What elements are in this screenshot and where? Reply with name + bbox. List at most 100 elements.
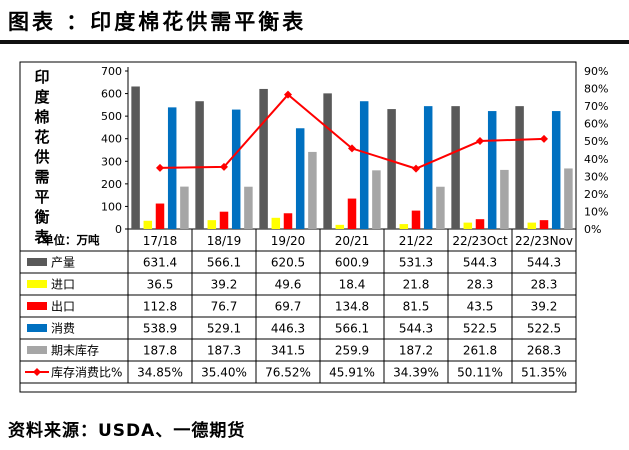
bar-消费-22/23Oct bbox=[487, 111, 497, 229]
cell-产量-18/19: 566.1 bbox=[207, 256, 241, 270]
cell-期末库存-17/18: 187.8 bbox=[143, 344, 177, 358]
cell-出口-18/19: 76.7 bbox=[211, 300, 238, 314]
y-axis-title-char: 度 bbox=[34, 88, 50, 106]
cell-出口-22/23Oct: 43.5 bbox=[467, 300, 494, 314]
cell-期末库存-18/19: 187.3 bbox=[207, 344, 241, 358]
data-table: 单位：万吨 17/18 18/19 19/20 20/21 21/22 22/23Oct 22… bbox=[20, 229, 577, 384]
legend-swatch-产量 bbox=[27, 258, 47, 266]
bar-消费-22/23Nov bbox=[551, 111, 561, 229]
bar-进口-20/21 bbox=[335, 224, 345, 229]
bar-产量-19/20 bbox=[259, 88, 268, 230]
ratio-line bbox=[159, 93, 545, 170]
bar-进口-22/23Nov bbox=[527, 222, 537, 229]
y2-tick-label: 20% bbox=[584, 188, 608, 201]
cell-期末库存-22/23Nov: 268.3 bbox=[527, 344, 561, 358]
y-tick-label: 0 bbox=[115, 223, 122, 236]
bar-出口-19/20 bbox=[283, 213, 293, 229]
y-tick-label: 500 bbox=[101, 110, 122, 123]
ratio-point-20/21 bbox=[348, 144, 356, 153]
y2-tick-label: 0% bbox=[584, 223, 601, 236]
cell-消费-19/20: 446.3 bbox=[271, 322, 305, 336]
bar-进口-21/22 bbox=[399, 224, 409, 229]
cell-期末库存-21/22: 187.2 bbox=[399, 344, 433, 358]
axis-ticks: 0 100 200 300 400 500 600 700 0% 10% 20% 30% 40% 50% 6… bbox=[101, 65, 608, 236]
ratio-point-18/19 bbox=[220, 162, 228, 171]
y-tick-label: 700 bbox=[101, 65, 122, 78]
cell-库存消费比%-22/23Nov: 51.35% bbox=[521, 366, 567, 380]
y2-tick-label: 50% bbox=[584, 135, 608, 148]
ratio-point-21/22 bbox=[412, 164, 420, 173]
page-title: 图表 ：印度棉花供需平衡表 bbox=[8, 10, 307, 34]
y2-tick-label: 80% bbox=[584, 83, 608, 96]
bar-消费-21/22 bbox=[423, 106, 433, 229]
cell-产量-22/23Oct: 544.3 bbox=[463, 256, 497, 270]
bar-产量-21/22 bbox=[387, 109, 396, 229]
legend-label-出口: 出口 bbox=[51, 300, 75, 314]
legend-label-消费: 消费 bbox=[51, 322, 75, 336]
cell-出口-20/21: 134.8 bbox=[335, 300, 369, 314]
cell-产量-20/21: 600.9 bbox=[335, 256, 369, 270]
y-tick-label: 300 bbox=[101, 155, 122, 168]
y2-tick-label: 70% bbox=[584, 100, 608, 113]
bar-进口-18/19 bbox=[207, 220, 217, 229]
ratio-point-17/18 bbox=[156, 163, 164, 172]
bar-出口-22/23Nov bbox=[539, 220, 549, 229]
bar-进口-17/18 bbox=[143, 220, 153, 229]
cell-期末库存-20/21: 259.9 bbox=[335, 344, 369, 358]
y-axis-title-char: 表 bbox=[34, 228, 50, 246]
category-label-17/18: 17/18 bbox=[143, 234, 178, 248]
bar-消费-20/21 bbox=[359, 101, 369, 229]
bar-出口-17/18 bbox=[155, 203, 165, 229]
ratio-point-22/23Oct bbox=[476, 137, 484, 146]
category-label-19/20: 19/20 bbox=[271, 234, 306, 248]
y-tick-label: 200 bbox=[101, 178, 122, 191]
bar-产量-17/18 bbox=[131, 86, 140, 229]
cell-出口-17/18: 112.8 bbox=[143, 300, 177, 314]
y-axis-title-char: 印 bbox=[34, 68, 49, 86]
cell-消费-18/19: 529.1 bbox=[207, 322, 241, 336]
cell-出口-21/22: 81.5 bbox=[403, 300, 430, 314]
cell-进口-22/23Nov: 28.3 bbox=[531, 278, 558, 292]
bar-series bbox=[131, 86, 573, 230]
cell-产量-21/22: 531.3 bbox=[399, 256, 433, 270]
ratio-point-22/23Nov bbox=[540, 134, 548, 143]
legend-swatch-消费 bbox=[27, 324, 47, 332]
cell-库存消费比%-17/18: 34.85% bbox=[137, 366, 183, 380]
bar-消费-18/19 bbox=[231, 109, 241, 229]
bar-进口-19/20 bbox=[271, 217, 281, 229]
cell-库存消费比%-20/21: 45.91% bbox=[329, 366, 375, 380]
category-label-22/23Oct: 22/23Oct bbox=[452, 234, 508, 248]
bar-出口-22/23Oct bbox=[475, 219, 485, 229]
cell-库存消费比%-19/20: 76.52% bbox=[265, 366, 311, 380]
bar-期末库存-18/19 bbox=[244, 186, 253, 229]
category-label-21/22: 21/22 bbox=[399, 234, 434, 248]
cell-产量-17/18: 631.4 bbox=[143, 256, 177, 270]
y-axis-title: 印度棉花供需平衡表 bbox=[33, 68, 50, 246]
bar-期末库存-22/23Nov bbox=[564, 168, 573, 229]
cell-消费-22/23Nov: 522.5 bbox=[527, 322, 561, 336]
cell-进口-20/21: 18.4 bbox=[339, 278, 366, 292]
bar-产量-22/23Oct bbox=[451, 106, 460, 229]
legend-swatch-出口 bbox=[27, 302, 47, 310]
y-axis-title-char: 棉 bbox=[34, 108, 49, 126]
legend-label-进口: 进口 bbox=[51, 278, 75, 292]
ratio-point-19/20 bbox=[284, 90, 292, 99]
y-axis-title-char: 平 bbox=[34, 188, 49, 206]
cell-出口-19/20: 69.7 bbox=[275, 300, 302, 314]
cell-库存消费比%-21/22: 34.39% bbox=[393, 366, 439, 380]
cell-进口-22/23Oct: 28.3 bbox=[467, 278, 494, 292]
unit-label: 单位：万吨 bbox=[42, 233, 100, 247]
y-tick-label: 400 bbox=[101, 133, 122, 146]
y2-tick-label: 40% bbox=[584, 153, 608, 166]
y2-tick-label: 90% bbox=[584, 65, 608, 78]
cell-期末库存-19/20: 341.5 bbox=[271, 344, 305, 358]
category-label-18/19: 18/19 bbox=[207, 234, 242, 248]
chart-border bbox=[19, 61, 577, 393]
cell-库存消费比%-18/19: 35.40% bbox=[201, 366, 247, 380]
y-axis-title-char: 花 bbox=[34, 128, 49, 146]
y2-tick-label: 60% bbox=[584, 118, 608, 131]
bar-产量-18/19 bbox=[195, 101, 204, 229]
legend-label-期末库存: 期末库存 bbox=[51, 343, 99, 358]
cell-消费-22/23Oct: 522.5 bbox=[463, 322, 497, 336]
cell-库存消费比%-22/23Oct: 50.11% bbox=[457, 366, 503, 380]
